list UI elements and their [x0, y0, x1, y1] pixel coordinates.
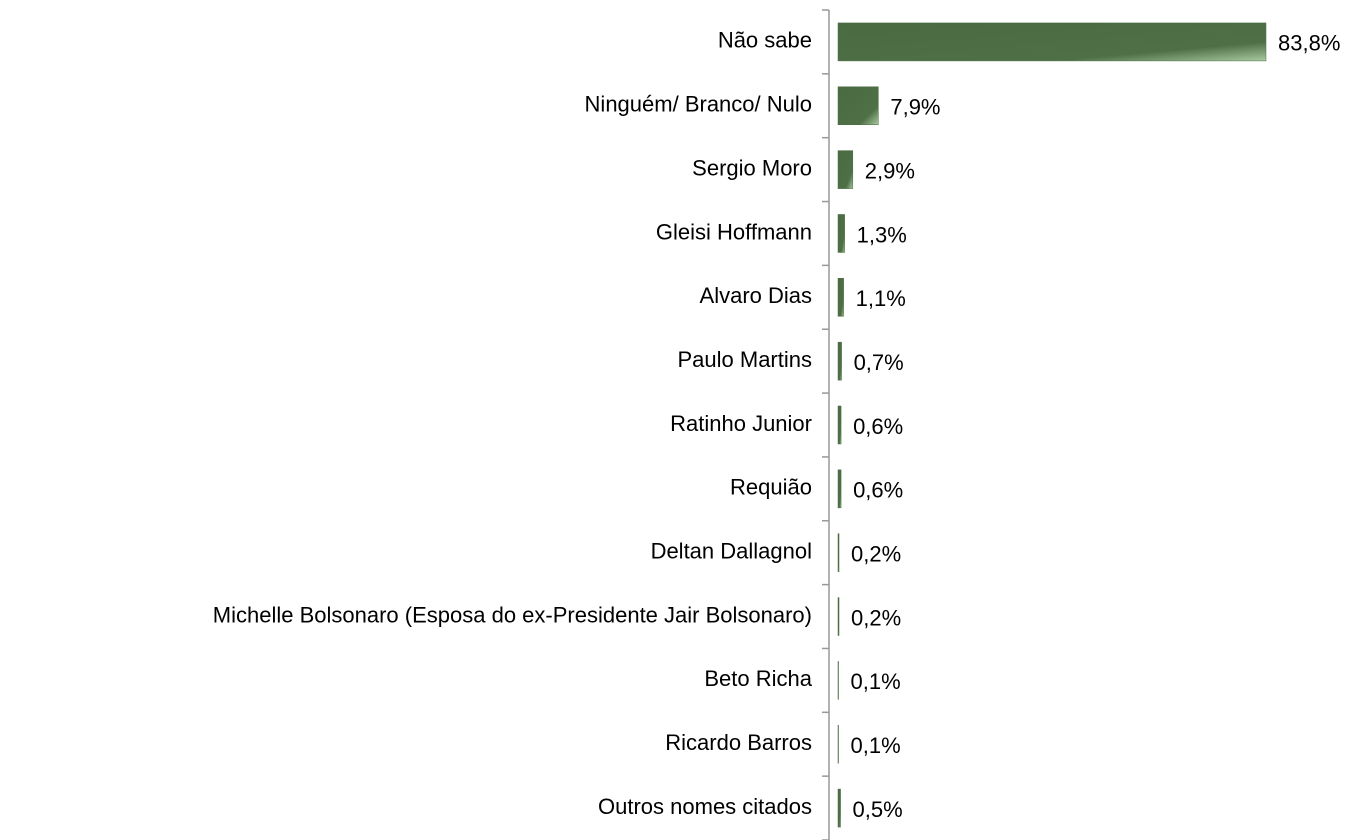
bar: [837, 533, 840, 572]
category-label: Paulo Martins: [677, 347, 812, 372]
data-label: 7,9%: [890, 95, 940, 120]
data-label: 0,2%: [851, 605, 901, 630]
category-label: Ricardo Barros: [665, 730, 812, 755]
bar: [837, 278, 844, 317]
category-label: Alvaro Dias: [700, 283, 812, 308]
bar: [837, 214, 845, 253]
category-label: Requião: [730, 475, 812, 500]
category-label: Sergio Moro: [692, 155, 812, 180]
data-label: 1,1%: [856, 286, 906, 311]
data-label: 83,8%: [1278, 31, 1340, 56]
data-label: 0,7%: [854, 350, 904, 375]
category-label: Gleisi Hoffmann: [656, 219, 812, 244]
bar: [837, 724, 839, 764]
category-label: Ratinho Junior: [670, 411, 812, 436]
bar: [837, 405, 842, 445]
data-label: 0,2%: [851, 542, 901, 567]
bar: [837, 86, 879, 126]
data-label: 1,3%: [857, 222, 907, 247]
bar: [837, 469, 842, 509]
bar: [837, 341, 842, 381]
bar: [837, 788, 841, 828]
data-label: 0,6%: [853, 414, 903, 439]
data-label: 0,1%: [851, 733, 901, 758]
data-label: 0,5%: [853, 797, 903, 822]
data-label: 0,6%: [853, 478, 903, 503]
category-label: Michelle Bolsonaro (Esposa do ex-Preside…: [213, 602, 812, 627]
bar: [837, 150, 854, 189]
bar: [837, 22, 1267, 62]
category-label: Outros nomes citados: [598, 794, 812, 819]
data-label: 2,9%: [865, 158, 915, 183]
category-label: Ninguém/ Branco/ Nulo: [585, 92, 812, 117]
category-label: Não sabe: [718, 28, 812, 53]
category-label: Beto Richa: [704, 666, 812, 691]
bar: [837, 661, 839, 700]
data-label: 0,1%: [851, 669, 901, 694]
category-label: Deltan Dallagnol: [651, 539, 812, 564]
bar: [837, 597, 840, 636]
